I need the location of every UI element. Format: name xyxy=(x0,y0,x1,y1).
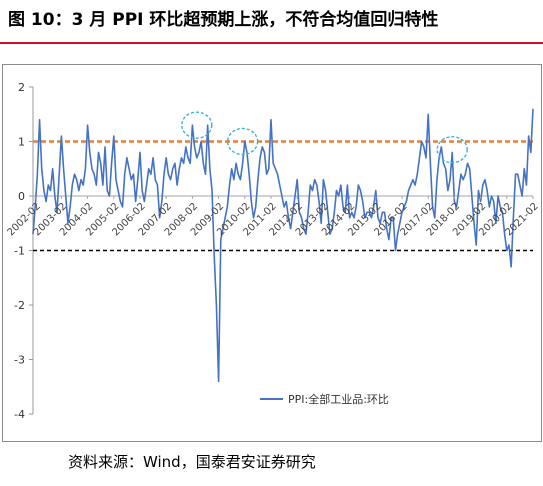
highlight-circle xyxy=(181,111,213,139)
y-tick-label: -4 xyxy=(14,408,25,421)
y-tick-label: -3 xyxy=(14,354,25,367)
title-rule xyxy=(0,42,543,44)
figure-title: 图 10：3 月 PPI 环比超预期上涨，不符合均值回归特性 xyxy=(8,10,439,30)
y-tick-label: 0 xyxy=(18,190,25,203)
y-tick-label: 2 xyxy=(18,81,25,94)
highlight-circle xyxy=(226,127,259,156)
y-tick-label: 1 xyxy=(18,136,25,149)
highlight-circle xyxy=(436,135,468,164)
y-tick-label: -1 xyxy=(14,245,25,258)
legend: PPI:全部工业品:环比 xyxy=(260,392,389,406)
source-note: 资料来源：Wind，国泰君安证券研究 xyxy=(68,453,316,471)
line-chart: -4-3-2-10122002-022003-022004-022005-022… xyxy=(6,81,541,421)
series-line-ppi-mom xyxy=(32,108,534,383)
legend-label: PPI:全部工业品:环比 xyxy=(288,392,389,406)
y-tick-label: -2 xyxy=(14,299,25,312)
chart-frame: -4 -3 -2 -1 0 1 2 2002-02 2003-02 2004-02 2005-02 2… xyxy=(2,64,542,442)
